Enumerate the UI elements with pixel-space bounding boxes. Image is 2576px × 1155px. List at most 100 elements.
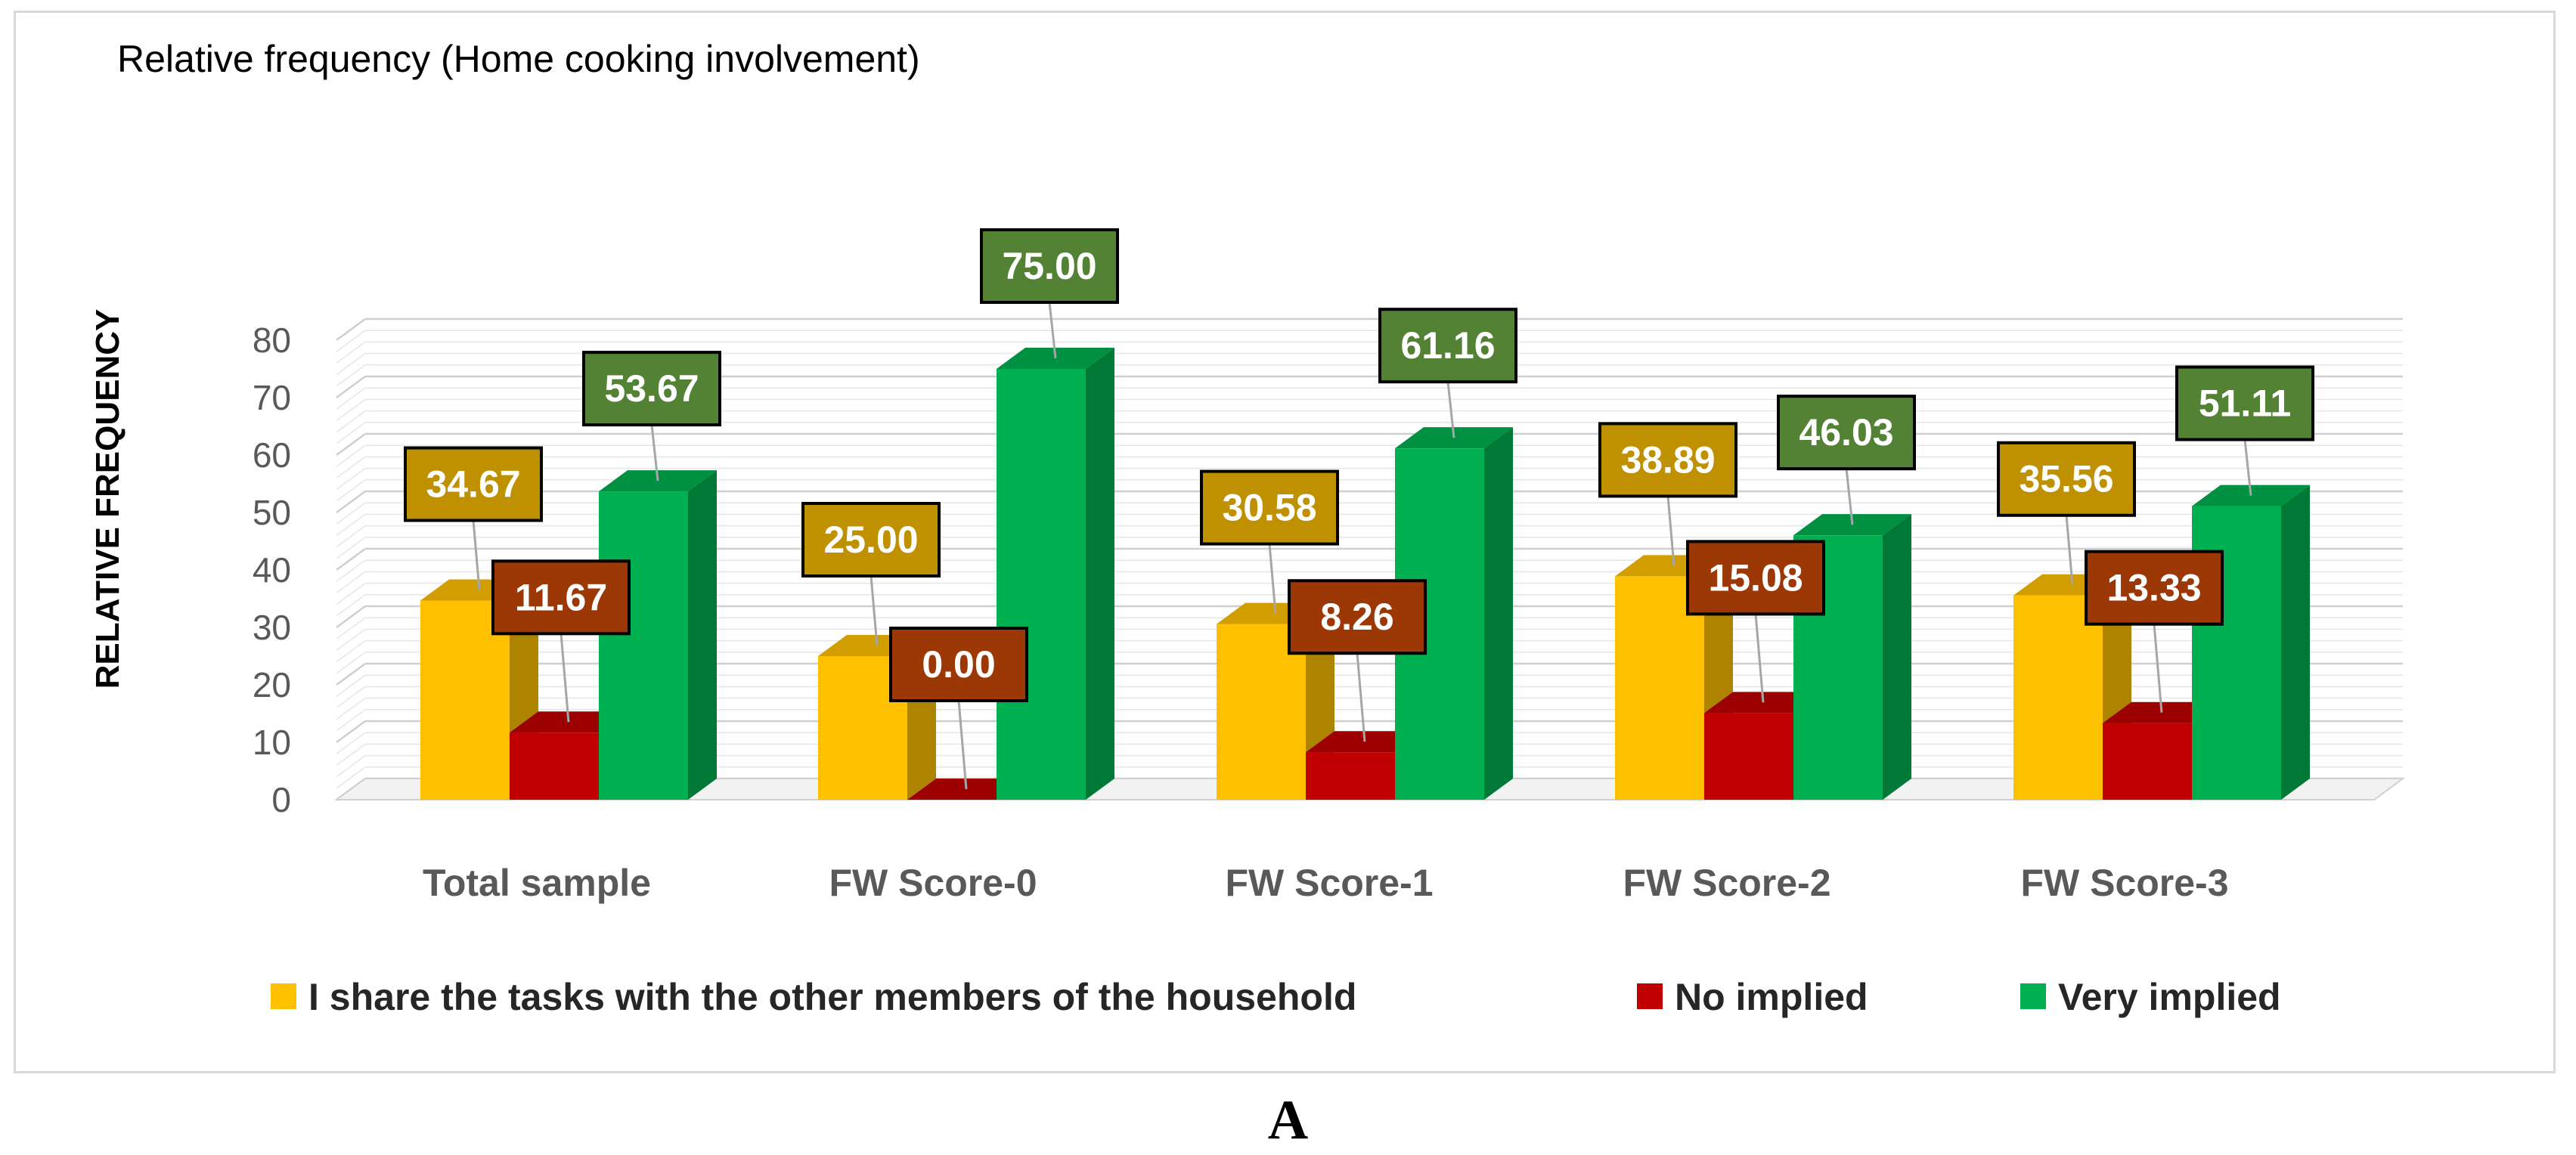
data-label-box: [889, 627, 1028, 702]
gridline-depth: [336, 571, 366, 594]
data-label-text: 38.89: [1620, 438, 1715, 481]
bar-side: [1883, 514, 1911, 800]
gridline-depth: [336, 479, 366, 502]
data-label-box: [2175, 365, 2314, 441]
bar-side: [1086, 348, 1114, 800]
legend-swatch: [2020, 983, 2046, 1009]
data-label-box: [1997, 441, 2136, 517]
bar-front: [2103, 723, 2192, 800]
bar-side: [688, 470, 717, 800]
y-tick-label: 40: [253, 550, 291, 590]
bar: [599, 470, 717, 800]
data-label: 15.08: [1686, 540, 1825, 703]
data-label-box: [1378, 308, 1517, 384]
gridline-depth: [336, 410, 366, 433]
data-label-box: [404, 446, 543, 522]
data-label: 61.16: [1378, 308, 1517, 438]
gridline-depth: [336, 398, 366, 422]
leader-line: [472, 520, 481, 590]
data-label-text: 35.56: [2019, 458, 2113, 500]
gridline-depth: [336, 364, 366, 387]
gridline-depth: [336, 652, 366, 674]
data-label-text: 53.67: [604, 367, 699, 410]
data-label-text: 30.58: [1222, 487, 1316, 529]
data-label: 46.03: [1777, 395, 1916, 525]
y-tick-label: 20: [253, 665, 291, 704]
data-label: 8.26: [1288, 579, 1427, 742]
data-label-box: [1598, 422, 1737, 498]
data-label-box: [1288, 579, 1427, 655]
data-label-box: [801, 502, 941, 578]
gridline-depth: [336, 330, 366, 352]
bar-front: [510, 732, 599, 800]
gridline-depth: [336, 525, 366, 548]
leader-line: [1754, 614, 1765, 703]
data-label-box: [2085, 550, 2224, 626]
gridline-depth: [336, 754, 366, 778]
y-tick-label: 60: [253, 435, 291, 475]
legend-item: No implied: [1637, 976, 1868, 1018]
gridline-depth: [336, 537, 366, 559]
legend-item: I share the tasks with the other members…: [271, 976, 1356, 1018]
gridline-depth: [336, 732, 366, 754]
data-label-text: 0.00: [922, 643, 995, 686]
legend-swatch: [271, 983, 296, 1009]
data-label: 30.58: [1200, 469, 1339, 614]
gridline-depth: [336, 686, 366, 709]
x-tick-label: FW Score-0: [829, 862, 1037, 904]
bar-front: [1704, 713, 1793, 800]
data-label-text: 51.11: [2199, 382, 2291, 425]
y-tick-label: 50: [253, 493, 291, 532]
gridline-depth: [336, 341, 366, 364]
data-label: 53.67: [582, 351, 721, 482]
x-tick-label: FW Score-2: [1623, 862, 1830, 904]
gridline-depth: [336, 628, 366, 652]
data-label-text: 46.03: [1799, 411, 1893, 454]
data-label: 51.11: [2175, 365, 2314, 496]
data-label: 38.89: [1598, 422, 1737, 566]
gridline-depth: [336, 467, 366, 491]
gridline-depth: [336, 317, 366, 342]
gridline-depth: [336, 766, 366, 789]
figure-sublabel: A: [1267, 1089, 1309, 1151]
legend-label: I share the tasks with the other members…: [308, 976, 1356, 1018]
data-label: 13.33: [2085, 550, 2224, 713]
leader-line: [870, 575, 879, 646]
legend-label: No implied: [1675, 976, 1868, 1018]
data-label-text: 25.00: [823, 519, 918, 561]
y-axis-label: RELATIVE FREQUENCY: [89, 309, 126, 689]
data-label-box: [1686, 540, 1825, 616]
data-label-text: 13.33: [2106, 567, 2201, 609]
bar: [2192, 485, 2310, 800]
gridline-depth: [336, 422, 366, 444]
gridline-depth: [336, 674, 366, 697]
legend-label: Very implied: [2058, 976, 2281, 1018]
leader-line: [1845, 469, 1854, 525]
data-label-box: [491, 559, 631, 636]
data-label: 25.00: [801, 502, 941, 646]
data-label: 11.67: [491, 559, 631, 723]
data-label-text: 61.16: [1400, 324, 1495, 367]
x-tick-label: FW Score-1: [1225, 862, 1433, 904]
leader-line: [1446, 382, 1455, 438]
data-label-text: 11.67: [515, 576, 607, 618]
leader-line: [2065, 515, 2074, 585]
data-label: 0.00: [889, 627, 1028, 790]
y-tick-label: 10: [253, 723, 291, 762]
gridline-depth: [336, 617, 366, 639]
x-tick-label: Total sample: [423, 862, 651, 904]
leader-line: [1268, 543, 1277, 614]
gridline-depth: [336, 697, 366, 720]
leader-line: [1048, 302, 1057, 359]
data-label-text: 8.26: [1320, 596, 1393, 638]
leader-line: [560, 633, 570, 723]
bar-side: [1484, 427, 1513, 800]
legend-item: Very implied: [2020, 976, 2281, 1018]
bar-front: [997, 369, 1086, 800]
data-label-box: [980, 228, 1119, 304]
data-label-box: [1200, 469, 1339, 546]
chart-title: Relative frequency (Home cooking involve…: [117, 38, 920, 80]
gridline-depth: [336, 490, 366, 514]
y-tick-label: 0: [271, 780, 291, 819]
